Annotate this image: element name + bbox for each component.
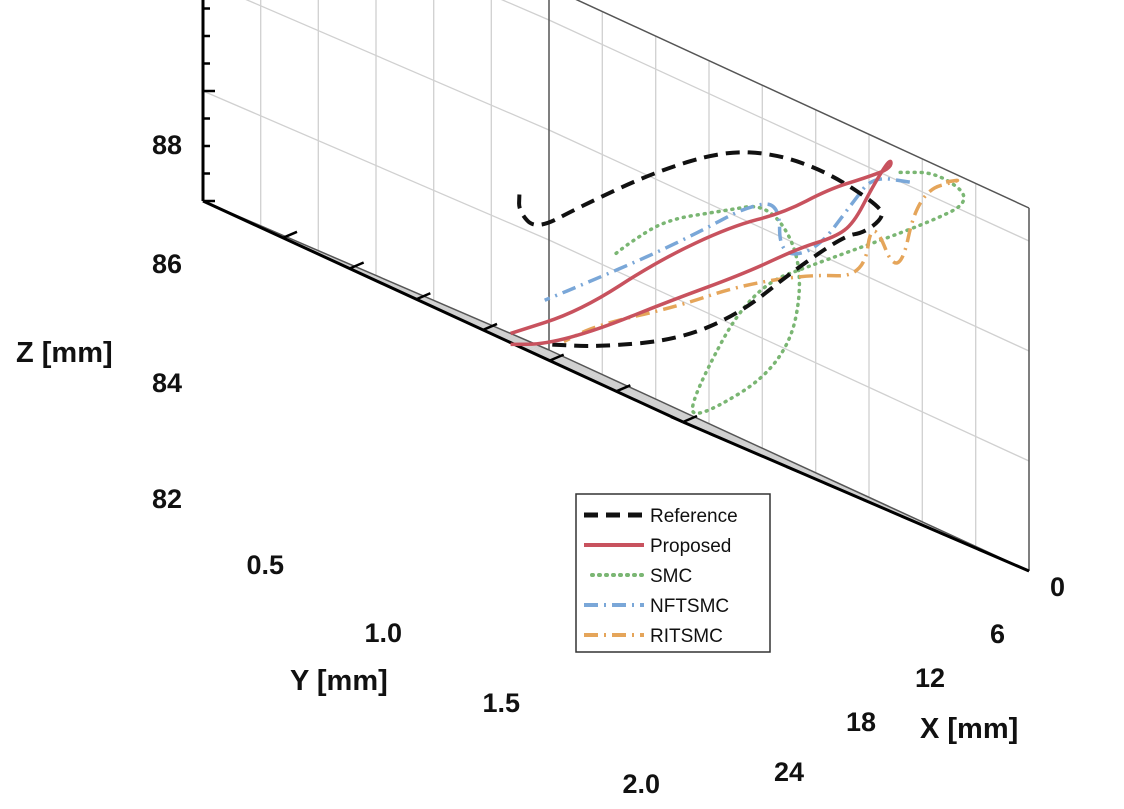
series-line-ritsmc — [563, 178, 960, 344]
x-tick-mark — [670, 415, 684, 424]
x-tick-label: 18 — [846, 707, 876, 737]
z-axis-tick-labels: 82 84 86 88 — [152, 130, 182, 514]
y-tick-mark — [615, 384, 631, 393]
y-tick-label: 2.0 — [622, 769, 660, 799]
z-tick-label: 84 — [152, 368, 182, 398]
x-tick-mark — [939, 531, 953, 540]
x-tick-mark — [978, 548, 992, 556]
series-line-reference — [517, 150, 885, 348]
x-tick-mark — [747, 448, 761, 457]
x-tick-label: 0 — [1050, 572, 1065, 602]
y-tick-label: 1.5 — [482, 688, 520, 718]
y-tick-label: 0.5 — [246, 550, 284, 580]
z-tick-label: 82 — [152, 484, 182, 514]
x-tick-mark — [708, 432, 722, 440]
frame-top-edge-x — [575, 0, 1030, 209]
x-tick-mark — [901, 515, 915, 523]
x-tick-label: 6 — [990, 619, 1005, 649]
z-tick-label: 88 — [152, 130, 182, 160]
x-tick-label: 24 — [774, 757, 804, 787]
z-tick-label: 86 — [152, 249, 182, 279]
x-tick-mark — [824, 482, 838, 490]
y-tick-mark — [549, 353, 565, 362]
z-axis-title: Z [mm] — [16, 337, 113, 369]
chart-tick-marks — [203, 7, 1030, 573]
series-line-smc — [611, 170, 966, 415]
legend-label-nftsmc: NFTSMC — [650, 596, 729, 617]
series-line-proposed — [510, 159, 893, 347]
y-tick-mark — [482, 322, 498, 332]
legend-label-reference: Reference — [650, 506, 738, 527]
x-tick-mark — [785, 465, 799, 473]
legend-box — [575, 493, 771, 653]
chart-panels — [203, 0, 1029, 571]
y-tick-mark — [349, 261, 365, 270]
x-tick-label: 12 — [915, 663, 945, 693]
legend-label-proposed: Proposed — [650, 536, 731, 557]
y-tick-mark — [282, 230, 298, 239]
y-axis-tick-labels: 0.5 1.0 1.5 2.0 — [246, 550, 660, 799]
y-tick-label: 1.0 — [364, 618, 402, 648]
x-axis-line — [682, 420, 1030, 573]
back-wall-xz — [549, 0, 1029, 571]
series-line-nftsmc — [544, 177, 911, 302]
x-tick-mark — [862, 498, 876, 506]
y-tick-mark — [415, 292, 431, 301]
legend-label-smc: SMC — [650, 566, 692, 587]
x-axis-title: X [mm] — [920, 713, 1018, 745]
legend-label-ritsmc: RITSMC — [650, 626, 723, 647]
chart-series — [510, 150, 966, 415]
x-tick-mark — [1016, 564, 1030, 573]
y-axis-title: Y [mm] — [290, 665, 388, 697]
x-axis-tick-labels: 0 6 12 18 24 — [774, 572, 1065, 787]
y-tick-mark — [682, 414, 698, 424]
legend: Reference Proposed SMC NFTSMC RITSMC — [575, 493, 771, 653]
